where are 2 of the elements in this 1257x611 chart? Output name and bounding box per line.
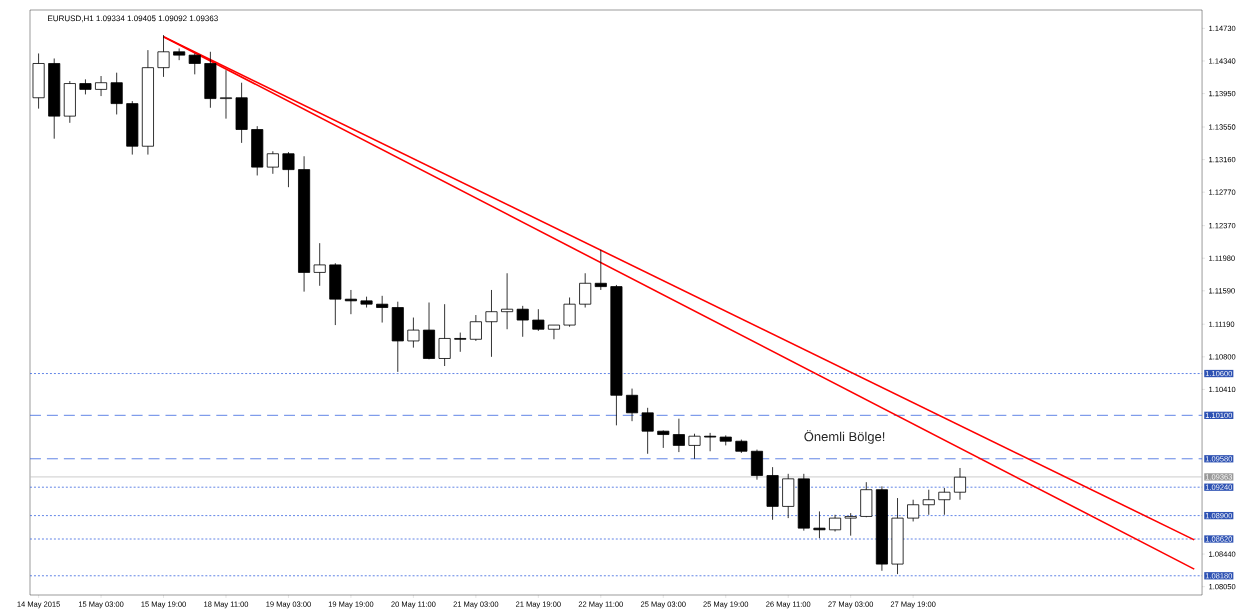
text: EURUSD,H1 1.09334 1.09405 1.09092 1.09363	[48, 15, 218, 23]
annotation: Önemli Bölge!	[804, 430, 885, 444]
